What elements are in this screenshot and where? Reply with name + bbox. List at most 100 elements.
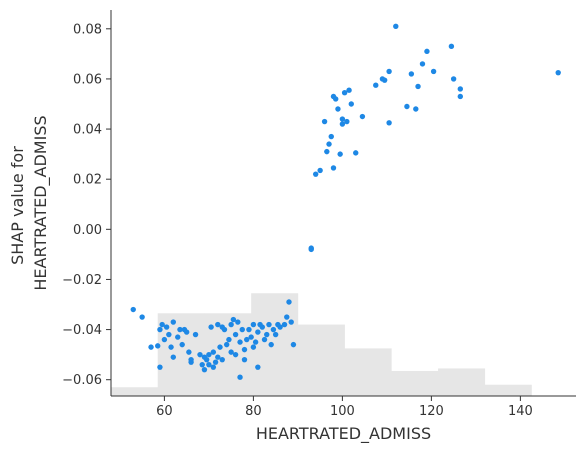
y-tick-label: −0.02 [62,273,102,288]
y-tick-label: 0.06 [73,72,102,87]
data-point [215,321,221,328]
data-point [226,336,232,343]
data-point [201,366,208,373]
histogram-bar [111,387,159,396]
data-point [346,87,352,93]
data-point [268,341,274,348]
data-point [290,341,297,348]
data-point [170,319,176,325]
data-point [555,69,561,76]
data-point [408,71,415,77]
data-point [210,364,217,370]
data-point [237,339,243,345]
data-point [130,306,136,313]
data-point [161,336,168,343]
data-point [159,321,165,328]
data-point [228,349,234,355]
data-point [206,361,212,368]
data-point [203,356,210,363]
data-point [261,336,268,343]
scatter-points [130,23,561,380]
data-point [266,321,272,328]
data-point [206,351,212,358]
data-point [393,23,399,29]
data-point [208,324,214,330]
histogram-bar [484,384,532,396]
data-point [381,77,388,83]
data-point [244,336,250,343]
data-point [321,118,328,125]
data-point [430,68,437,75]
data-point [177,326,183,333]
data-point [404,103,410,110]
data-point [235,319,241,325]
x-tick-label: 100 [330,404,355,419]
data-point [424,48,430,55]
data-point [246,326,252,333]
data-point [157,326,163,333]
x-tick-label: 140 [508,404,533,419]
data-point [252,339,259,345]
data-point [317,167,323,174]
data-point [284,314,290,320]
data-point [450,76,457,82]
data-point [239,326,245,333]
data-point [373,82,379,88]
y-tick-label: −0.04 [62,323,102,338]
data-point [419,61,426,67]
data-point [237,374,243,380]
data-point [166,331,172,338]
data-point [241,356,248,363]
data-point [333,96,339,102]
data-point [223,341,230,348]
data-point [232,351,239,358]
histogram-bar [297,324,345,396]
x-axis-label: HEARTRATED_ADMISS [256,424,431,444]
data-point [170,354,176,360]
data-point [175,334,181,340]
data-point [277,324,283,330]
data-point [324,148,330,155]
data-point [359,113,366,120]
data-point [221,326,228,333]
data-point [210,349,217,355]
data-point [386,120,392,126]
data-point [183,329,190,335]
histogram-bar [344,348,392,396]
data-point [248,334,254,340]
data-point [415,83,421,90]
y-axis-label: SHAP value for HEARTRATED_ADMISS [8,115,51,290]
data-point [199,361,205,368]
x-tick-label: 60 [156,404,173,419]
data-point [186,349,192,355]
data-point [241,346,248,353]
y-tick-label: −0.06 [62,373,102,388]
data-point [353,150,359,156]
data-point [155,343,161,349]
data-point [344,118,350,125]
data-point [448,43,455,50]
data-point [264,331,270,338]
data-point [255,364,261,370]
data-point [348,101,354,107]
data-point [188,356,194,363]
y-tick-label: 0.04 [73,123,102,138]
x-tick-label: 80 [245,404,262,419]
data-point [457,86,464,92]
data-point [326,141,332,147]
data-point [232,331,239,338]
data-point [148,344,154,350]
y-tick-label: 0.02 [73,173,102,188]
data-point [341,90,348,96]
data-point [328,133,334,140]
histogram-bar [438,368,486,396]
feature-histogram [111,293,532,396]
data-point [281,321,288,328]
data-point [139,314,145,320]
data-point [219,356,225,363]
data-point [457,93,464,100]
data-point [288,319,294,325]
data-point [270,326,277,333]
axes: 60 80 100 120 140 −0.06 −0.04 −0.02 0.00 0.02 0.04… [62,10,576,419]
y-tick-label: 0.00 [73,223,102,238]
